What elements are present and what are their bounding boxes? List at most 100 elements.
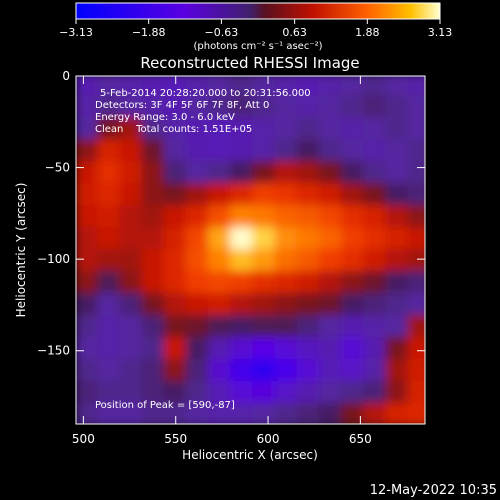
heatmap-cell <box>163 183 188 208</box>
x-axis-label: Heliocentric X (arcsec) <box>182 448 318 462</box>
heatmap-cell <box>340 314 366 339</box>
heatmap-cell <box>97 380 122 405</box>
heatmap-cell <box>340 95 366 120</box>
heatmap-cell <box>363 95 388 120</box>
heatmap-cell <box>318 358 343 383</box>
heatmap-cell <box>230 76 255 98</box>
heatmap-cell <box>230 358 255 383</box>
heatmap-cell <box>207 358 233 383</box>
x-axis-ticks: 500 550 600 650 <box>72 76 372 446</box>
heatmap-cell <box>274 314 299 339</box>
heatmap-cell <box>252 402 277 424</box>
heatmap-cell <box>296 227 321 251</box>
heatmap-cell <box>252 314 277 339</box>
heatmap-cell <box>385 76 410 98</box>
annotation-time-range: 5-Feb-2014 20:28:20.000 to 20:31:56.000 <box>100 88 311 99</box>
heatmap-cell <box>185 292 210 317</box>
heatmap-cell <box>340 161 366 186</box>
heatmap-cell <box>252 139 277 164</box>
peak-position-label: Position of Peak = [590,-87] <box>95 400 235 411</box>
colorbar-gradient <box>75 2 441 20</box>
heatmap-cell <box>274 117 299 142</box>
heatmap-cell <box>407 139 425 164</box>
heatmap-cell <box>141 95 166 120</box>
heatmap-cell <box>119 139 144 164</box>
heatmap-cell <box>274 380 299 405</box>
heatmap-cell <box>363 358 388 383</box>
x-tick-label: 500 <box>72 432 95 446</box>
colorbar-tick-label: 0.63 <box>282 26 307 39</box>
heatmap-cell <box>252 380 277 405</box>
heatmap-cell <box>76 249 100 273</box>
heatmap-cell <box>163 314 188 339</box>
heatmap-cell <box>318 336 343 361</box>
heatmap-cell <box>163 139 188 164</box>
heatmap-cell <box>363 161 388 186</box>
heatmap-cell <box>252 358 277 383</box>
heatmap-cell <box>141 336 166 361</box>
heatmap-cell <box>119 358 144 383</box>
heatmap-cell <box>318 249 343 273</box>
heatmap-cell <box>296 139 321 164</box>
heatmap-cell <box>274 161 299 186</box>
heatmap-cell <box>185 380 210 405</box>
heatmap-cell <box>363 314 388 339</box>
heatmap-cell <box>119 380 144 405</box>
heatmap-cell <box>119 117 144 142</box>
heatmap-cell <box>163 205 188 230</box>
heatmap-cell <box>207 292 233 317</box>
heatmap-cell <box>296 358 321 383</box>
heatmap-cell <box>385 139 410 164</box>
heatmap-cell <box>185 205 210 230</box>
heatmap-cell <box>252 183 277 208</box>
heatmap-cell <box>163 227 188 251</box>
heatmap-cell <box>407 270 425 295</box>
heatmap-cell <box>163 249 188 273</box>
heatmap-cell <box>76 380 100 405</box>
heatmap-cell <box>407 402 425 424</box>
heatmap-cell <box>76 402 100 424</box>
heatmap-cell <box>274 205 299 230</box>
plot-area: 500 550 600 650 0 −50 −100 −150 5-Feb-2014 20:… <box>37 69 426 446</box>
y-axis-label: Heliocentric Y (arcsec) <box>14 183 28 318</box>
heatmap-cell <box>230 292 255 317</box>
heatmap-cell <box>340 336 366 361</box>
heatmap-cell <box>252 336 277 361</box>
heatmap-cell <box>163 270 188 295</box>
y-tick-label: −50 <box>45 161 70 175</box>
heatmap-cell <box>296 183 321 208</box>
heatmap-cell <box>318 117 343 142</box>
heatmap-cell <box>340 205 366 230</box>
heatmap-cell <box>274 270 299 295</box>
heatmap-cell <box>296 314 321 339</box>
heatmap-cell <box>296 270 321 295</box>
heatmap-cell <box>185 358 210 383</box>
heatmap-cell <box>252 249 277 273</box>
heatmap-cell <box>119 76 144 98</box>
heatmap-cell <box>76 117 100 142</box>
heatmap-cell <box>119 249 144 273</box>
heatmap-cell <box>385 292 410 317</box>
heatmap-cell <box>185 314 210 339</box>
heatmap-cell <box>97 314 122 339</box>
heatmap-cell <box>141 358 166 383</box>
heatmap-cell <box>296 292 321 317</box>
heatmap-cell <box>97 76 122 98</box>
heatmap-cell <box>274 227 299 251</box>
heatmap-cell <box>363 380 388 405</box>
heatmap-cell <box>141 270 166 295</box>
colorbar: −3.13 −1.88 −0.63 0.63 1.88 3.13 (photons cm⁻… <box>59 2 452 52</box>
heatmap-cell <box>407 292 425 317</box>
heatmap-cell <box>185 139 210 164</box>
heatmap-cell <box>274 249 299 273</box>
heatmap-cell <box>141 292 166 317</box>
heatmap-cell <box>141 161 166 186</box>
heatmap-cell <box>163 117 188 142</box>
heatmap-cell <box>385 402 410 424</box>
heatmap-cell <box>163 402 188 424</box>
heatmap-cell <box>407 380 425 405</box>
heatmap-cell <box>296 161 321 186</box>
heatmap-cell <box>363 402 388 424</box>
colorbar-tick-label: −3.13 <box>59 26 93 39</box>
